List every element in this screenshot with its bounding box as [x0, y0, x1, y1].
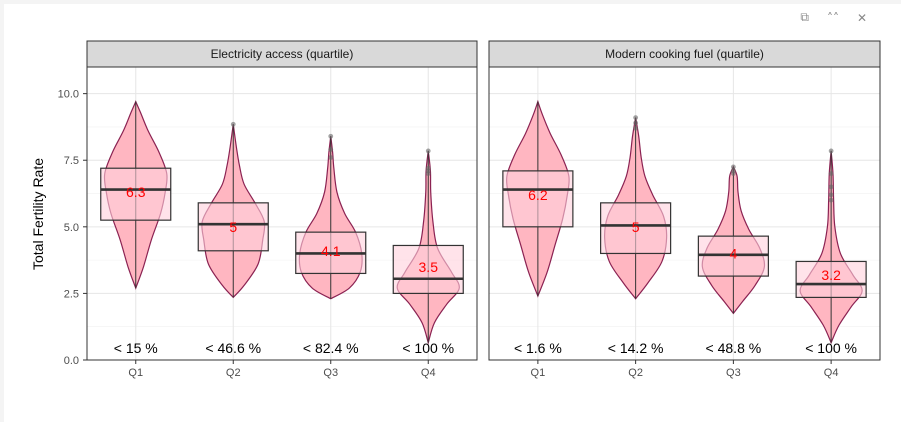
mean-label: 6.2	[528, 187, 548, 203]
panel-border	[86, 66, 478, 361]
mean-label: 5	[632, 219, 640, 235]
violin-group-Q3: 4 < 48.8 %	[697, 164, 769, 356]
x-tick-label: Q1	[128, 367, 143, 379]
outlier-point	[633, 115, 639, 121]
mean-label: 3.2	[821, 267, 841, 283]
box	[502, 170, 574, 228]
y-axis-title: Total Fertility Rate	[30, 158, 46, 270]
plot-toolbar: ⧉ ˄˄ ✕	[800, 10, 867, 25]
violin-group-Q2: 5 < 14.2 %	[600, 115, 672, 356]
y-tick-label: 0.0	[64, 355, 79, 367]
box	[197, 202, 269, 252]
collapse-icon[interactable]: ˄˄	[826, 10, 839, 25]
violin-group-Q4: 3.5 < 100 %	[392, 148, 464, 356]
outlier-point	[328, 133, 334, 139]
outlier-point	[633, 125, 639, 131]
bottom-label: < 100 %	[402, 340, 454, 356]
y-tick-label: 5.0	[64, 222, 79, 234]
x-tick-label: Q2	[226, 367, 241, 379]
panel-strip	[86, 40, 478, 68]
mean-label: 3.5	[419, 259, 439, 275]
violin-group-Q2: 5 < 46.6 %	[197, 121, 269, 356]
box	[795, 260, 867, 299]
mean-label: 4.1	[321, 243, 341, 259]
outlier-point	[828, 148, 834, 154]
box	[697, 235, 769, 277]
violin-group-Q4: 3.2 < 100 %	[795, 148, 867, 356]
violin-group-Q1: 6.3 < 15 %	[100, 100, 172, 356]
box	[600, 202, 672, 255]
panel-strip-title: Modern cooking fuel (quartile)	[605, 47, 764, 61]
box	[100, 167, 172, 221]
y-tick-label: 10.0	[58, 89, 79, 101]
outlier-point	[633, 120, 639, 126]
x-tick-label: Q4	[824, 367, 839, 379]
outlier-point	[328, 147, 334, 152]
bottom-label: < 14.2 %	[608, 340, 664, 356]
panel-border	[488, 66, 881, 361]
outlier-point	[828, 184, 834, 190]
outlier-point	[828, 171, 834, 176]
mean-label: 6.3	[126, 184, 146, 200]
panel-1: Electricity access (quartile) 6.3 < 15 % Q1…	[86, 40, 478, 379]
bottom-label: < 15 %	[114, 340, 158, 356]
panel-2: Modern cooking fuel (quartile) 6.2 < 1.6 %…	[488, 40, 881, 379]
violin-group-Q3: 4.1 < 82.4 %	[295, 133, 367, 356]
mean-label: 5	[229, 219, 237, 235]
outlier-point	[230, 121, 236, 127]
x-tick-label: Q1	[531, 367, 546, 379]
outlier-point	[425, 148, 431, 154]
bottom-label: < 46.6 %	[205, 340, 261, 356]
y-tick-label: 2.5	[64, 288, 79, 300]
y-tick-label: 7.5	[64, 155, 79, 167]
close-icon[interactable]: ✕	[856, 10, 867, 25]
outlier-point	[828, 197, 834, 203]
panel-strip	[488, 40, 881, 68]
violin-group-Q1: 6.2 < 1.6 %	[502, 99, 574, 356]
x-tick-label: Q3	[726, 367, 741, 379]
x-tick-label: Q3	[323, 367, 338, 379]
outlier-point	[730, 164, 736, 170]
popout-icon[interactable]: ⧉	[800, 10, 809, 24]
x-tick-label: Q2	[628, 367, 643, 379]
outlier-point	[425, 165, 431, 171]
bottom-label: < 1.6 %	[514, 340, 562, 356]
bottom-label: < 82.4 %	[303, 340, 359, 356]
outlier-point	[328, 155, 334, 160]
panels: Electricity access (quartile) 6.3 < 15 % Q1…	[86, 40, 881, 379]
x-tick-label: Q4	[421, 367, 436, 379]
y-axis: 0.0 2.5 5.0 7.5 10.0	[58, 89, 87, 367]
mean-label: 4	[729, 245, 737, 261]
outlier-point	[730, 168, 736, 174]
box	[392, 244, 464, 295]
panel-strip-title: Electricity access (quartile)	[211, 47, 354, 61]
bottom-label: < 48.8 %	[706, 340, 762, 356]
outlier-point	[828, 192, 834, 198]
bottom-label: < 100 %	[805, 340, 857, 356]
